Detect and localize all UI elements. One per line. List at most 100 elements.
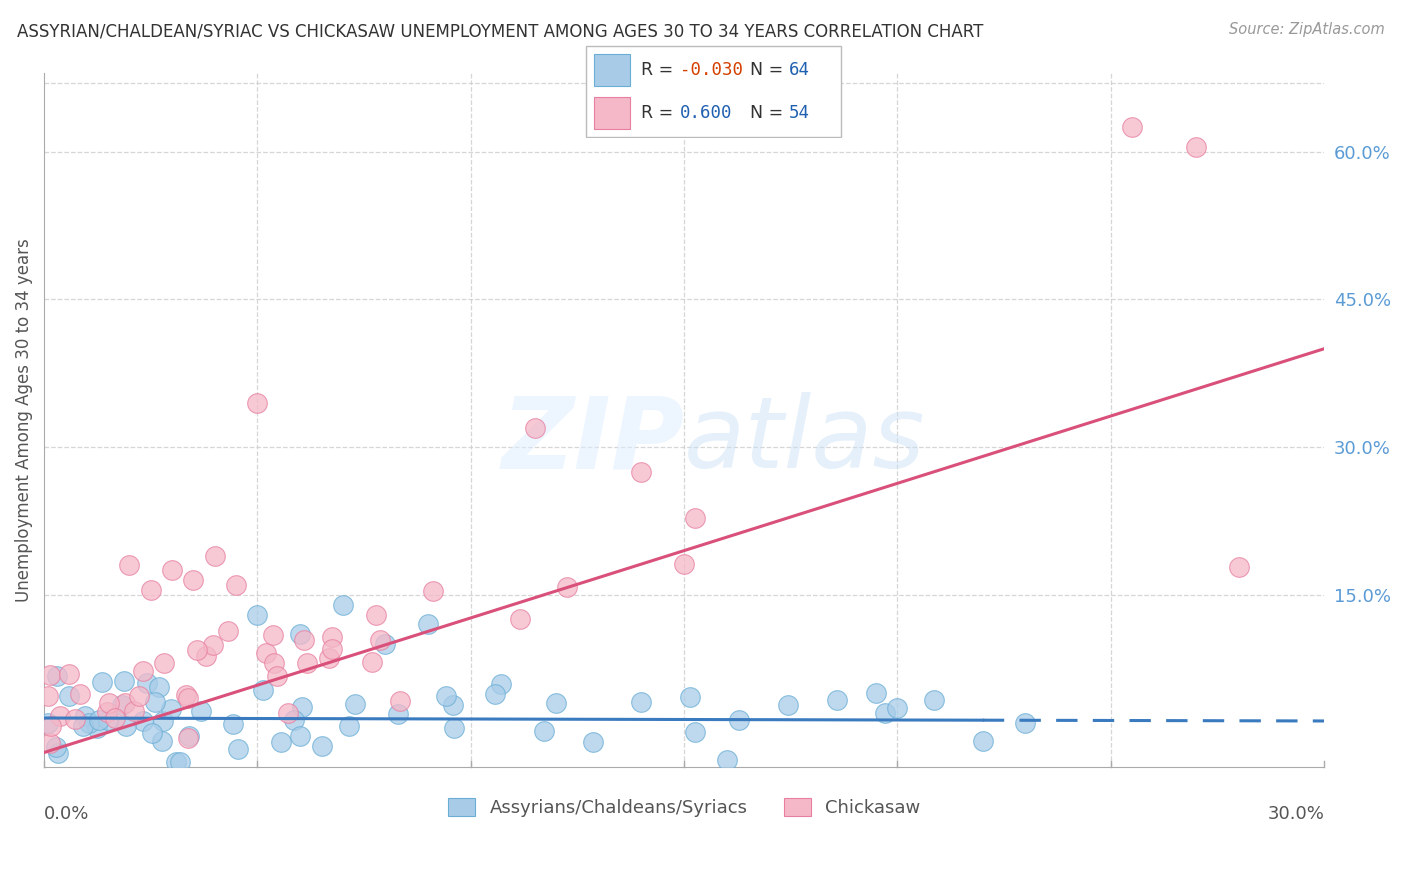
Point [262, 628, 284, 642]
Point [337, 719, 360, 733]
Point [69, 687, 91, 701]
Point [263, 657, 285, 671]
Point [266, 669, 288, 683]
Point [685, 511, 707, 525]
Text: 30.0%: 30.0% [1267, 805, 1324, 822]
Point [128, 689, 150, 703]
Point [132, 664, 155, 678]
Point [389, 694, 412, 708]
Point [49, 708, 72, 723]
Point [226, 741, 249, 756]
Point [332, 598, 354, 612]
Point [201, 638, 224, 652]
Point [416, 617, 439, 632]
FancyBboxPatch shape [593, 97, 630, 129]
Point [37, 689, 59, 703]
Point [104, 711, 127, 725]
Point [374, 637, 396, 651]
Point [254, 646, 277, 660]
Text: R =: R = [641, 61, 679, 78]
Text: atlas: atlas [685, 392, 925, 490]
Point [484, 687, 506, 701]
Point [825, 693, 848, 707]
Text: N =: N = [749, 104, 789, 122]
Point [1121, 120, 1143, 135]
Point [387, 706, 409, 721]
Point [115, 719, 138, 733]
Text: ASSYRIAN/CHALDEAN/SYRIAC VS CHICKASAW UNEMPLOYMENT AMONG AGES 30 TO 34 YEARS COR: ASSYRIAN/CHALDEAN/SYRIAC VS CHICKASAW UN… [17, 22, 983, 40]
Point [98, 696, 121, 710]
Point [557, 580, 579, 594]
Point [118, 558, 141, 573]
Point [630, 465, 652, 479]
Y-axis label: Unemployment Among Ages 30 to 34 years: Unemployment Among Ages 30 to 34 years [15, 238, 32, 602]
Text: 0.0%: 0.0% [44, 805, 90, 822]
Point [39, 719, 62, 733]
Point [165, 756, 187, 770]
Point [183, 573, 205, 587]
Point [886, 701, 908, 715]
Point [195, 649, 218, 664]
Point [728, 713, 751, 727]
Legend: Assyrians/Chaldeans/Syriacs, Chickasaw: Assyrians/Chaldeans/Syriacs, Chickasaw [440, 790, 928, 824]
Point [186, 643, 208, 657]
Point [122, 704, 145, 718]
Point [204, 549, 226, 563]
Point [174, 688, 197, 702]
Point [139, 582, 162, 597]
Point [39, 736, 62, 750]
Point [875, 706, 897, 720]
Point [96, 705, 118, 719]
Point [141, 726, 163, 740]
Point [288, 729, 311, 743]
Point [179, 729, 201, 743]
Point [368, 632, 391, 647]
Point [865, 686, 887, 700]
Point [1227, 560, 1250, 574]
Point [922, 692, 945, 706]
Point [135, 676, 157, 690]
Point [288, 627, 311, 641]
Point [252, 683, 274, 698]
FancyBboxPatch shape [586, 45, 841, 137]
Point [225, 578, 247, 592]
Point [112, 673, 135, 688]
Point [776, 698, 799, 712]
Point [422, 584, 444, 599]
Point [509, 612, 531, 626]
Point [246, 396, 269, 410]
Point [630, 695, 652, 709]
Point [45, 740, 67, 755]
Point [361, 655, 384, 669]
Point [39, 667, 62, 681]
Point [292, 633, 315, 648]
Point [277, 706, 299, 721]
Point [716, 753, 738, 767]
Text: ZIP: ZIP [501, 392, 685, 490]
Point [97, 714, 120, 728]
Point [311, 739, 333, 753]
Point [436, 690, 458, 704]
Text: 54: 54 [789, 104, 810, 122]
Text: R =: R = [641, 104, 683, 122]
Point [114, 696, 136, 710]
Point [544, 697, 567, 711]
Point [443, 698, 465, 712]
Point [37, 716, 59, 731]
FancyBboxPatch shape [593, 54, 630, 86]
Point [679, 690, 702, 704]
Point [318, 651, 340, 665]
Point [523, 420, 546, 434]
Point [1185, 140, 1208, 154]
Point [72, 719, 94, 733]
Text: N =: N = [749, 61, 789, 78]
Point [673, 557, 696, 571]
Point [58, 667, 80, 681]
Point [46, 747, 69, 761]
Point [190, 704, 212, 718]
Point [283, 713, 305, 727]
Point [295, 657, 318, 671]
Point [63, 712, 86, 726]
Point [217, 624, 239, 638]
Point [270, 735, 292, 749]
